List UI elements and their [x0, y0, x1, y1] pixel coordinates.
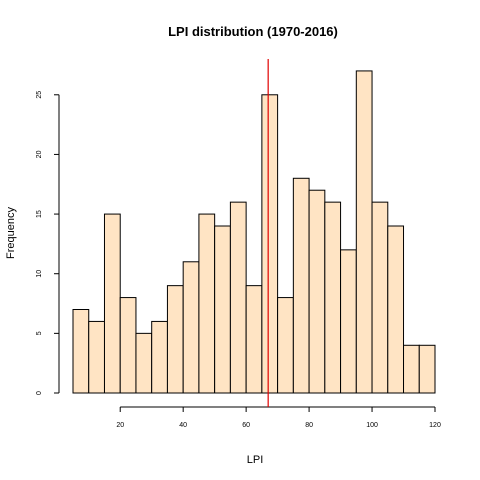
histogram-bar — [387, 225, 405, 394]
histogram-bar — [119, 297, 137, 394]
histogram-bar — [88, 320, 105, 394]
histogram-bar — [135, 332, 153, 394]
histogram-bar — [182, 261, 200, 394]
histogram-bar — [277, 297, 294, 394]
y-tick-label: 25 — [36, 91, 43, 99]
histogram-bar — [214, 225, 231, 394]
histogram-bar — [229, 201, 247, 394]
histogram-bar — [403, 344, 420, 394]
x-tick-label: 20 — [116, 422, 124, 429]
x-tick-label: 60 — [242, 422, 250, 429]
histogram-bar — [103, 213, 121, 394]
histogram-bar — [418, 344, 436, 394]
x-tick-label: 40 — [179, 422, 187, 429]
histogram-bar — [151, 320, 168, 394]
histogram-bar — [292, 177, 310, 394]
y-tick-label: 15 — [36, 210, 43, 218]
histogram-bar — [261, 94, 279, 394]
bars-group — [72, 70, 436, 394]
histogram-bar — [198, 213, 216, 394]
y-tick-label: 0 — [36, 391, 43, 395]
y-tick-label: 5 — [36, 331, 43, 335]
y-axis-label: Frequency — [5, 207, 17, 259]
axes-group: 20 40 60 80 100 120 0 5 10 15 20 25 — [36, 91, 441, 429]
histogram-bar — [355, 70, 373, 394]
histogram-bar — [371, 201, 389, 394]
x-tick-label: 100 — [366, 422, 378, 429]
chart-title: LPI distribution (1970-2016) — [168, 24, 338, 39]
x-axis-label: LPI — [247, 454, 264, 466]
histogram-bar — [324, 201, 342, 394]
histogram-bar — [72, 309, 90, 394]
histogram-bar — [308, 189, 326, 394]
histogram-bar — [245, 285, 263, 394]
y-tick-label: 10 — [36, 270, 43, 278]
histogram-bar — [340, 249, 357, 394]
x-tick-label: 80 — [305, 422, 313, 429]
y-tick-label: 20 — [36, 150, 43, 158]
histogram-bar — [166, 285, 184, 394]
x-tick-label: 120 — [429, 422, 441, 429]
